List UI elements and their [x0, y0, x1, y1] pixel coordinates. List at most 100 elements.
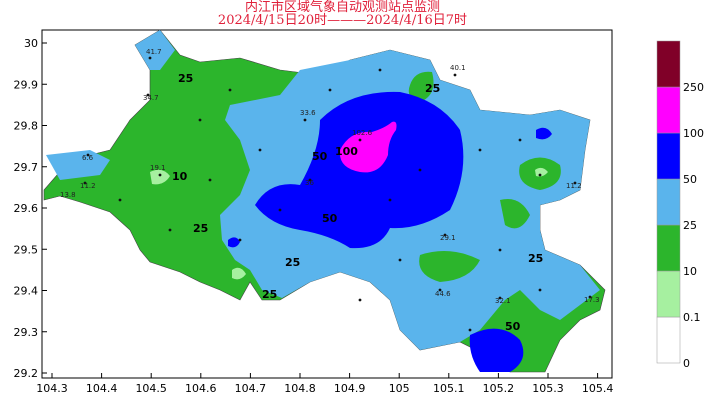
station-marker [588, 295, 592, 299]
y-axis: 30 29.9 29.8 29.7 29.6 29.5 29.4 29.3 29.2 [14, 37, 47, 380]
station-marker [228, 88, 232, 92]
region-50-100 [536, 127, 552, 140]
x-tick-label: 105.4 [582, 382, 614, 395]
station-marker [498, 296, 502, 300]
station-marker [86, 153, 90, 157]
legend-label: 0 [683, 357, 690, 370]
contour-label: 100 [335, 145, 358, 158]
x-tick-label: 104.8 [284, 382, 316, 395]
station-marker [478, 148, 482, 152]
station-marker [328, 88, 332, 92]
station-marker [418, 168, 422, 172]
station-marker [146, 93, 150, 97]
contour-label: 25 [178, 72, 193, 85]
contour-label: 10 [172, 170, 188, 183]
station-value: 11.2 [566, 182, 582, 190]
y-tick-label: 29.7 [14, 161, 39, 174]
y-tick-label: 29.5 [14, 243, 39, 256]
contour-label: 25 [262, 288, 277, 301]
x-tick-label: 105 [389, 382, 410, 395]
legend-swatch [656, 40, 681, 88]
x-tick-label: 104.5 [135, 382, 167, 395]
station-value: 32.1 [495, 297, 511, 305]
station-marker [388, 198, 392, 202]
station-marker [538, 173, 542, 177]
station-marker [518, 138, 522, 142]
legend-label: 0.1 [683, 311, 701, 324]
y-tick-label: 29.9 [14, 78, 39, 91]
station-value: 29.1 [440, 234, 456, 242]
station-value: 13.8 [60, 191, 76, 199]
region-10-25 [408, 71, 434, 102]
region-25-50 [46, 150, 110, 180]
station-value: 6.6 [82, 154, 94, 162]
station-marker [453, 73, 457, 77]
station-value: 36 [305, 179, 314, 187]
x-tick-label: 105.1 [433, 382, 465, 395]
region-50-100 [469, 328, 524, 372]
region-0.1-10 [535, 167, 548, 177]
x-tick-label: 104.9 [334, 382, 366, 395]
map-title: 内江市区域气象自动观测站点监测 [244, 0, 440, 15]
y-tick-label: 29.3 [14, 326, 39, 339]
station-marker [168, 228, 172, 232]
station-marker [303, 118, 307, 122]
legend-swatch [656, 270, 681, 318]
station-marker [238, 238, 242, 242]
x-axis: 104.3 104.4 104.5 104.6 104.7 104.8 104.9 105 10… [36, 373, 613, 395]
y-tick-label: 29.8 [14, 120, 39, 133]
station-value: 41.7 [146, 48, 162, 56]
legend-label: 10 [683, 265, 697, 278]
y-tick-label: 29.6 [14, 202, 39, 215]
station-marker [443, 233, 447, 237]
station-marker [468, 328, 472, 332]
station-marker [573, 181, 577, 185]
region-50-100 [228, 237, 240, 248]
legend-swatch [656, 178, 681, 226]
region-10-25 [500, 199, 530, 229]
x-tick-label: 104.7 [235, 382, 267, 395]
station-marker [198, 118, 202, 122]
station-marker [158, 173, 162, 177]
region-0.1-10 [232, 267, 246, 280]
contour-label: 50 [505, 320, 521, 333]
station-markers [83, 56, 592, 332]
x-tick-label: 104.4 [86, 382, 118, 395]
region-0.1-10 [150, 169, 170, 185]
x-tick-label: 104.6 [185, 382, 217, 395]
station-marker [538, 288, 542, 292]
station-value: 11.2 [80, 182, 96, 190]
legend-swatch [656, 132, 681, 180]
station-value: 34.7 [143, 94, 159, 102]
x-tick-label: 105.3 [532, 382, 564, 395]
legend-label: 100 [683, 127, 704, 140]
station-marker [358, 138, 362, 142]
station-value: 44.6 [435, 290, 451, 298]
station-value: 102.6 [352, 129, 373, 137]
station-marker [438, 288, 442, 292]
station-marker [498, 248, 502, 252]
station-marker [308, 178, 312, 182]
station-marker [83, 181, 87, 185]
legend-swatch [656, 316, 681, 364]
station-marker [358, 298, 362, 302]
contour-label: 50 [312, 150, 328, 163]
y-tick-label: 29.2 [14, 367, 39, 380]
x-tick-label: 104.3 [36, 382, 68, 395]
station-marker [378, 68, 382, 72]
map-subtitle-time-range: 2024/4/15日20时———2024/4/16日7时 [217, 13, 468, 28]
contour-label: 50 [322, 212, 338, 225]
legend-swatch [656, 224, 681, 272]
region-100-250 [339, 121, 397, 173]
station-value: 19.1 [150, 164, 166, 172]
x-tick-label: 105.2 [483, 382, 515, 395]
station-value: 33.6 [300, 109, 316, 117]
legend-label: 250 [683, 81, 704, 94]
legend-swatch [656, 86, 681, 134]
contour-label: 25 [285, 256, 300, 269]
y-tick-label: 29.4 [14, 285, 39, 298]
station-marker [398, 258, 402, 262]
station-marker [258, 148, 262, 152]
y-tick-label: 30 [24, 37, 38, 50]
